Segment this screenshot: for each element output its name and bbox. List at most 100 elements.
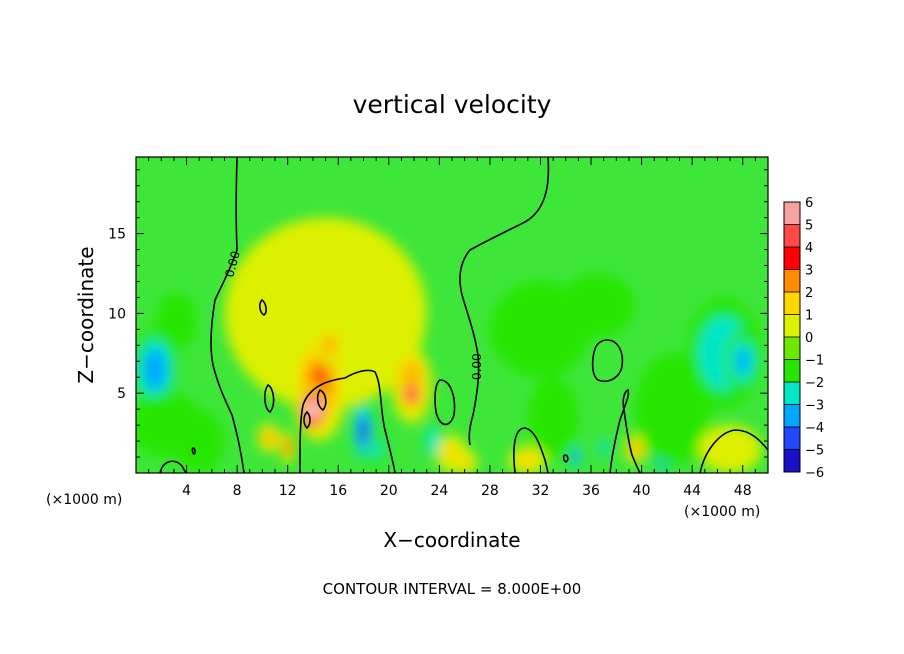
x-tick-label: 4 [182,483,191,499]
velocity-cell-10 [400,374,423,413]
contour-bottom-3 [513,427,549,473]
x-tick-label: 24 [430,483,448,499]
velocity-cell-18 [508,445,547,473]
x-unit-left: (×1000 m) [46,492,122,508]
colorbar-label: 0 [805,331,813,346]
colorbar-swatch [784,449,800,472]
contour-loop-e [316,388,327,412]
y-tick-label: 10 [108,306,126,322]
velocity-cell-29 [698,425,762,473]
colorbar-label: 6 [805,196,813,211]
colorbar-label: 1 [805,309,813,324]
colorbar-swatch [784,247,800,270]
velocity-cell-21 [569,442,583,472]
contour-bottom-2 [299,369,396,473]
x-axis-ticks: 4 8 12 16 20 24 28 32 36 40 44 48 [148,157,756,499]
contour-bottom-1 [159,460,187,473]
x-tick-label: 32 [532,483,550,499]
x-tick-label: 16 [329,483,347,499]
velocity-band [430,434,436,448]
colorbar-swatch [784,427,800,450]
velocity-cell-8 [314,326,345,365]
velocity-band [264,433,273,443]
velocity-cell-20 [527,377,579,458]
velocity-cell-22 [597,436,610,459]
x-tick-label: 44 [683,483,701,499]
zero-contour-right [459,157,550,446]
x-tick-label: 36 [582,483,600,499]
colorbar-label: 2 [805,286,813,301]
velocity-band [654,381,693,438]
contour-loop-f [303,410,311,430]
colorbar-label: −4 [805,421,824,436]
velocity-cell-13 [257,423,281,453]
y-tick-label: 5 [117,386,126,402]
velocity-cell-14 [280,431,296,464]
contour-loop-d [591,339,624,382]
contour-label-left: 0.00 [222,249,242,278]
colorbar-swatch [784,269,800,292]
colorbar-swatch [784,292,800,315]
x-unit-right: (×1000 m) [684,504,760,520]
colorbar-label: −2 [805,376,824,391]
velocity-band [518,453,538,468]
velocity-band [409,390,414,397]
colorbar-label: −6 [805,466,824,481]
x-tick-label: 48 [734,483,752,499]
colorbar-label: −1 [805,354,824,369]
velocity-cell-30 [559,273,636,338]
velocity-band [149,359,161,380]
contour-loop-a [259,298,267,316]
velocity-band [285,443,290,452]
velocity-band [574,453,578,461]
velocity-cell-1 [136,329,178,410]
y-axis-ticks: 5 10 15 [108,169,768,458]
contour-bottom-5 [699,429,768,473]
velocity-band [515,305,566,354]
velocity-cell-12 [366,429,387,469]
colorbar-label: 4 [805,241,813,256]
velocity-band [601,443,606,452]
velocity-band [324,338,335,352]
velocity-band [371,439,382,459]
x-tick-label: 20 [380,483,398,499]
velocity-cell-2 [156,292,197,351]
colorbar-swatch [784,314,800,337]
velocity-cell-4 [173,409,225,473]
contour-small-2 [191,447,196,456]
y-axis-label: Z−coordinate [74,246,98,383]
velocity-band [166,307,187,336]
zero-contours [159,157,768,473]
colorbar-swatch [784,404,800,427]
colorbar: 6 5 4 3 2 1 0 −1 −2 −3 −4 −5 −6 [783,196,824,481]
contour-interval-note: CONTOUR INTERVAL = 8.000E+00 [323,580,582,598]
colorbar-label: 5 [805,219,813,234]
y-tick-label: 15 [108,227,126,243]
contour-label-right: 0.00 [470,353,484,380]
velocity-cell-23 [625,434,646,464]
velocity-cell-28 [723,329,762,394]
x-tick-label: 40 [633,483,651,499]
x-axis-label: X−coordinate [383,528,520,552]
velocity-band [310,405,316,413]
x-tick-label: 8 [233,483,242,499]
velocity-cell-5 [224,217,427,410]
chart-title: vertical velocity [353,90,552,119]
velocity-band [361,425,366,438]
velocity-band [275,265,377,362]
contour-loop-b [264,383,275,414]
colorbar-label: −5 [805,444,824,459]
x-tick-label: 12 [279,483,297,499]
colorbar-label: 3 [805,264,813,279]
contour-loop-c [434,379,456,426]
velocity-band [458,455,471,469]
velocity-band [736,350,750,372]
zero-contour-left [210,157,245,473]
contour-bottom-4 [609,388,641,473]
colorbar-swatch [784,382,800,405]
velocity-band [631,444,639,454]
velocity-band [527,377,579,458]
colorbar-swatch [784,224,800,247]
colorbar-swatch [784,337,800,360]
